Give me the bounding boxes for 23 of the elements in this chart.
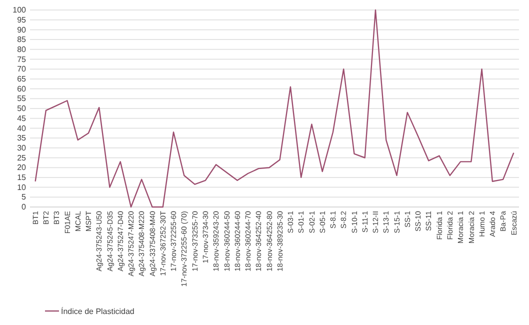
y-tick-label: 25 <box>17 153 27 162</box>
y-tick-label: 15 <box>17 173 27 182</box>
line-series <box>34 9 514 208</box>
y-tick-label: 35 <box>17 134 27 143</box>
y-tick-label: 50 <box>17 104 27 114</box>
y-tick-label: 55 <box>17 94 27 104</box>
y-tick-label: 80 <box>17 44 27 54</box>
y-tick-label: 65 <box>17 74 27 84</box>
legend-label: Índice de Plasticidad <box>61 307 134 316</box>
y-tick-label: 60 <box>17 84 27 94</box>
y-tick-label: 10 <box>17 182 27 192</box>
y-tick-label: 70 <box>17 64 27 74</box>
y-tick-label: 20 <box>17 163 27 172</box>
y-tick-label: 75 <box>17 54 27 64</box>
y-tick-label: 5 <box>22 192 27 202</box>
y-tick-label: 40 <box>17 124 27 133</box>
y-tick-label: 30 <box>17 143 27 152</box>
y-tick-label: 95 <box>17 15 27 24</box>
y-tick-label: 0 <box>22 202 27 212</box>
y-tick-label: 85 <box>17 35 27 44</box>
y-tick-label: 45 <box>17 114 27 123</box>
y-tick-label: 100 <box>12 6 27 15</box>
y-tick-label: 90 <box>17 25 27 34</box>
